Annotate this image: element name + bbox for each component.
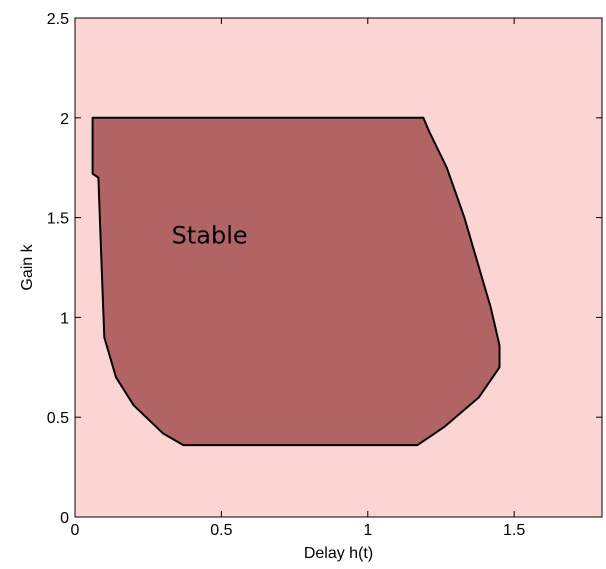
x-tick-label: 1.5 [503, 522, 525, 539]
plot-frame [74, 17, 603, 518]
y-axis-label: Gain k [19, 243, 36, 290]
y-tick-label: 2.5 [47, 11, 69, 28]
x-tick-label: 0 [71, 522, 80, 539]
y-tick-label: 0 [60, 510, 69, 527]
x-axis-ticks: 0 0.5 1 1.5 [71, 18, 525, 539]
y-tick-label: 1.5 [47, 211, 69, 228]
y-tick-label: 0.5 [47, 410, 69, 427]
y-tick-label: 1 [60, 310, 69, 327]
x-tick-label: 0.5 [210, 522, 232, 539]
x-axis-label: Delay h(t) [304, 545, 373, 562]
x-tick-label: 1 [363, 522, 372, 539]
y-tick-label: 2 [60, 111, 69, 128]
stable-annotation: Stable [172, 222, 248, 250]
y-axis-ticks: 0 0.5 1 1.5 2 2.5 [47, 11, 602, 527]
stable-region [91, 116, 501, 447]
